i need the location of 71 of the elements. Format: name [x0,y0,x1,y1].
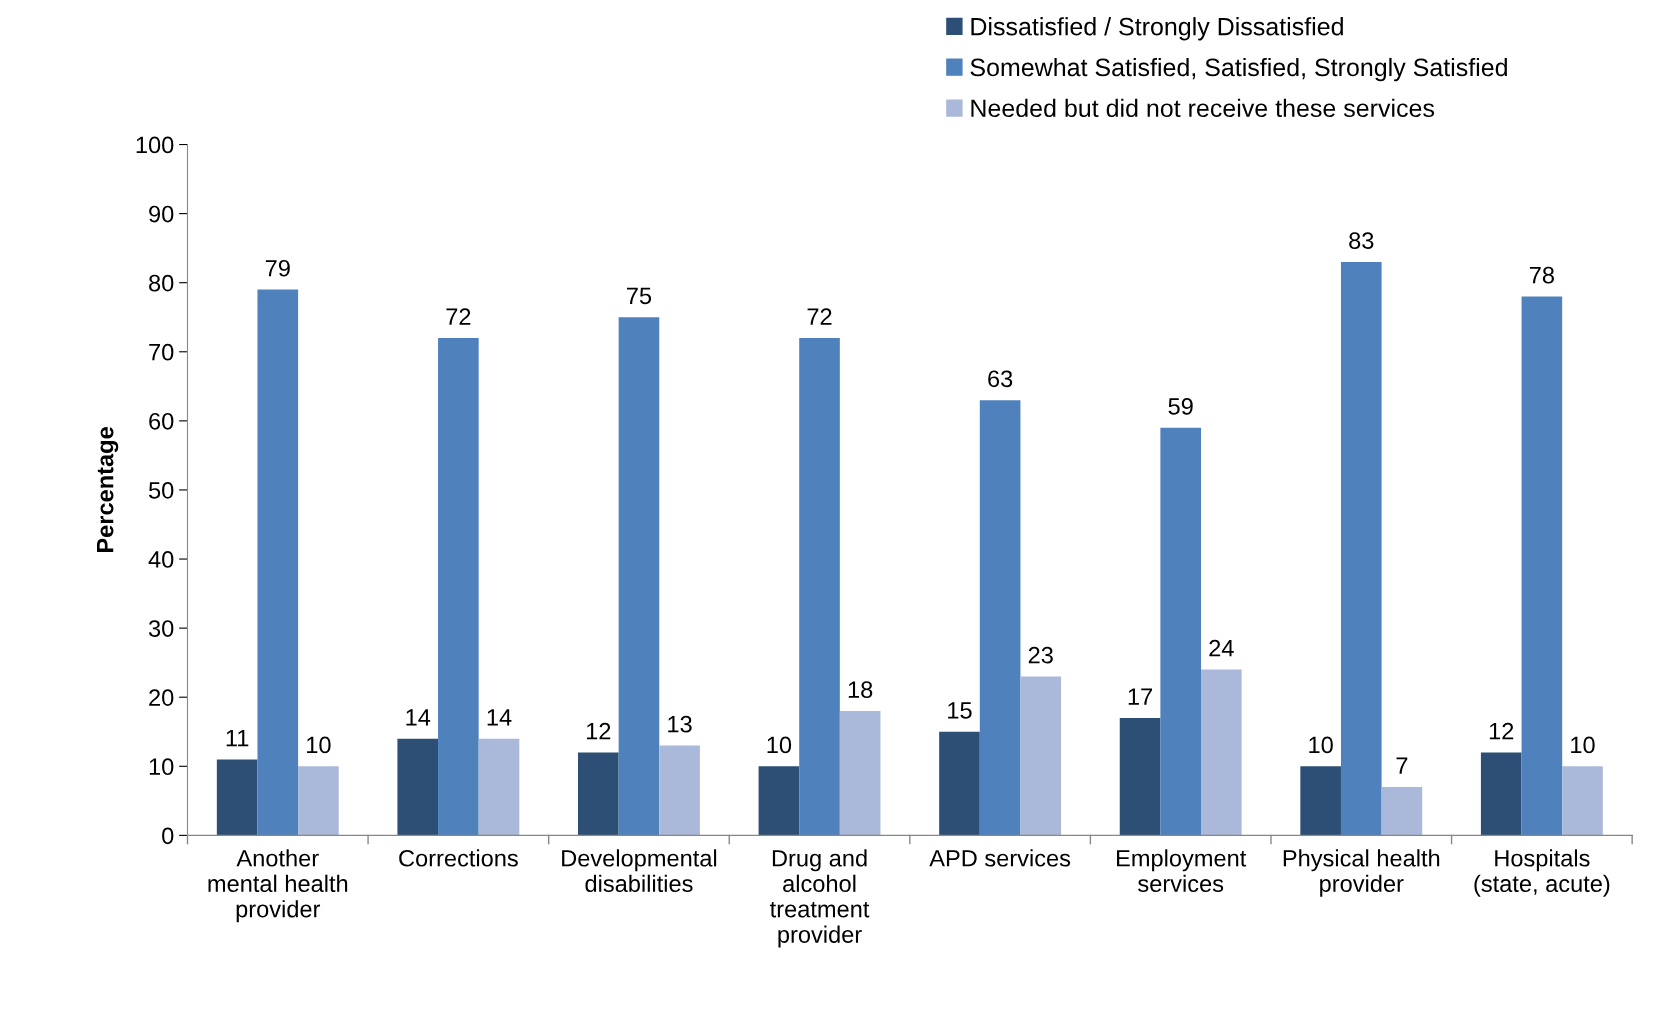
bar [939,731,980,836]
bar [1160,427,1202,836]
bar [1381,787,1423,836]
data-label: 10 [1309,736,1333,754]
bar [578,752,619,836]
x-tick-label: Corrections [399,849,518,867]
y-tick-label: 40 [148,551,174,568]
data-label: 83 [1349,232,1374,249]
data-label: 72 [446,308,471,325]
bar [839,711,881,836]
bar [438,337,479,836]
data-label: 75 [627,287,652,305]
y-tick-label: 10 [149,758,174,776]
x-tick-label: Another mental health provider [208,849,348,923]
data-label: 24 [1209,639,1234,657]
bar [1020,676,1062,836]
data-label: 10 [1571,736,1595,754]
y-tick-label: 70 [149,343,174,361]
data-label: 10 [307,736,331,754]
y-tick-label: 90 [149,205,174,223]
bar [298,766,339,836]
y-tick-label: 60 [149,412,174,430]
y-axis-title: Percentage [96,427,119,553]
bar [216,759,258,836]
data-label: 7 [1396,757,1408,774]
x-tick-label: APD services [929,849,1071,867]
x-tick-label: Physical health provider [1283,849,1440,897]
data-label: 78 [1529,266,1554,284]
legend-label: Needed but did not receive these services [971,98,1435,118]
bar [1562,766,1603,836]
y-tick-label: 20 [149,689,174,706]
data-label: 10 [767,736,792,754]
data-label: 72 [807,308,832,325]
bar [659,745,700,836]
data-label: 13 [668,715,692,733]
bar [618,317,660,836]
legend-label: Somewhat Satisfied, Satisfied, Strongly Satisfied [970,57,1507,82]
data-label: 79 [265,259,290,277]
x-tick-label: Hospitals (state, acute) [1474,849,1610,897]
bar [799,337,840,836]
bar [1521,296,1563,836]
data-label: 14 [487,709,512,726]
y-tick-label: 30 [148,620,174,637]
x-tick-label: Employment services [1117,849,1247,893]
bar [397,738,439,836]
bar [1340,261,1382,836]
bar [1300,766,1341,836]
data-label: 11 [226,729,249,747]
data-label: 12 [1489,722,1514,740]
y-tick-label: 50 [148,482,174,499]
legend-label: Dissatisfied / Strongly Dissatisfied [971,17,1343,41]
bar [1119,717,1161,836]
data-label: 15 [948,702,972,719]
x-tick-label: Drug and alcohol treatment provider [770,849,870,948]
data-label: 63 [988,370,1013,388]
bar [979,400,1021,836]
y-tick-label: 80 [149,274,174,292]
bar [1201,669,1242,836]
data-label: 59 [1168,398,1193,415]
bar [478,738,520,836]
x-tick-label: Developmental disabilities [562,849,717,893]
data-label: 18 [848,681,873,699]
data-label: 23 [1028,646,1053,664]
data-label: 12 [586,722,611,740]
y-tick-label: 100 [136,136,174,154]
bar [257,289,299,836]
data-label: 14 [406,709,431,726]
bar [758,766,800,836]
data-label: 17 [1128,688,1153,705]
bar [1480,752,1522,836]
y-tick-label: 0 [162,827,174,845]
